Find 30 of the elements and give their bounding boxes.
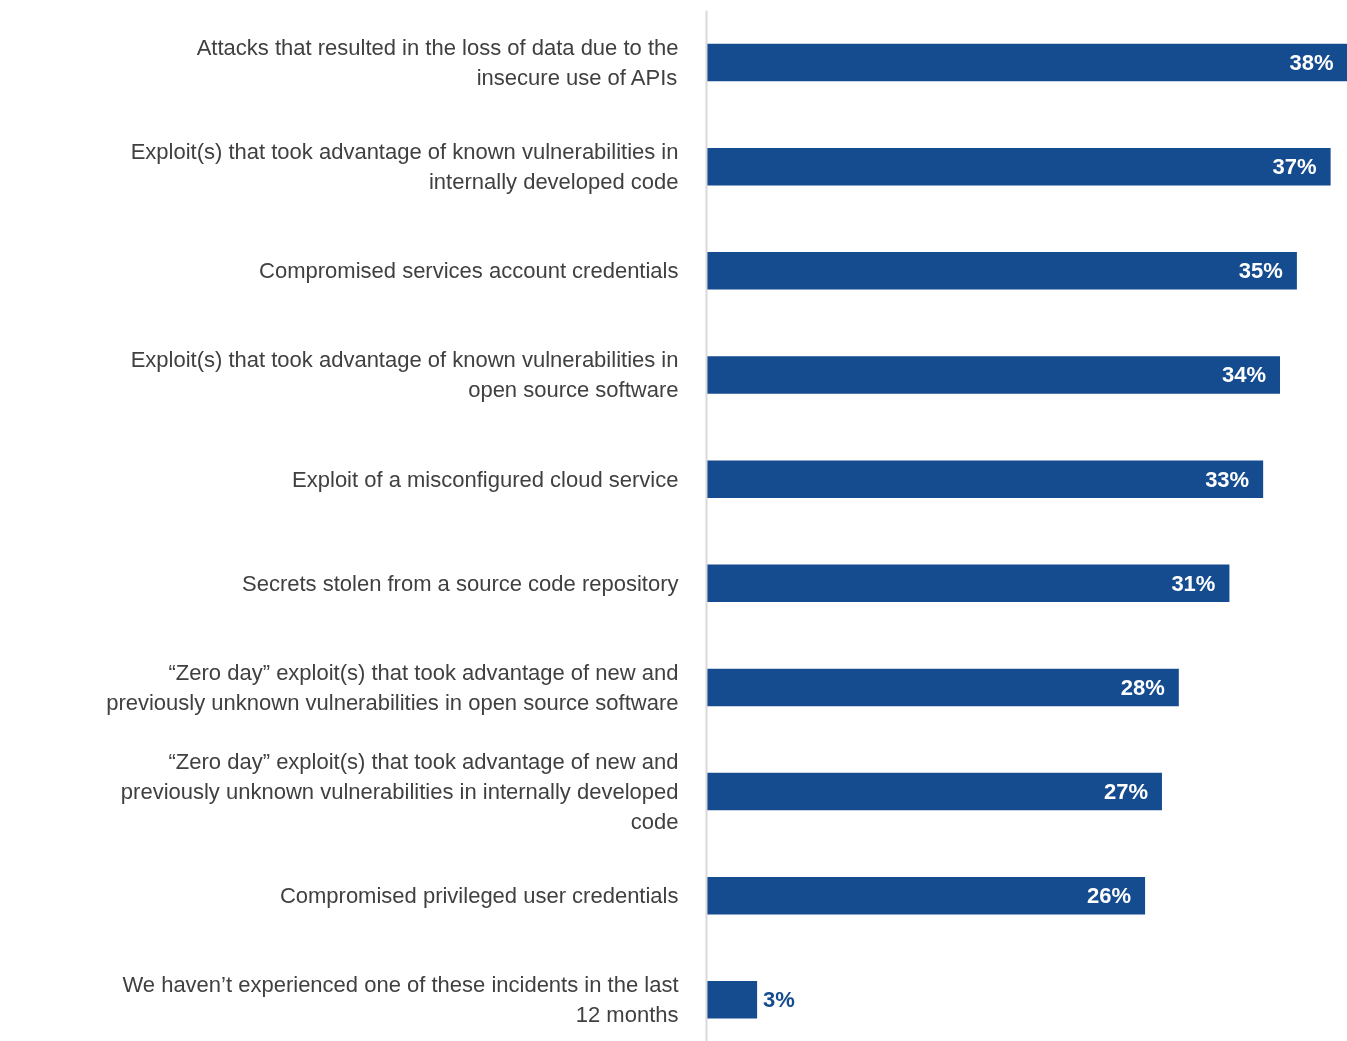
data-label: 27% [1103, 779, 1148, 805]
bar [706, 668, 1179, 707]
data-label: 34% [1221, 362, 1267, 388]
y-tick-label: Compromised services account credentials [259, 258, 679, 284]
bar [706, 43, 1347, 82]
data-label: 28% [1120, 674, 1165, 700]
bar [706, 772, 1162, 811]
bar [706, 460, 1264, 498]
bar [706, 147, 1331, 186]
y-tick-label: Secrets stolen from a source code repository [241, 570, 679, 596]
data-label: 3% [763, 987, 795, 1013]
data-label: 38% [1289, 50, 1334, 76]
y-tick-label: We haven’t experienced one of these incidents in the last 12 months [122, 972, 679, 1028]
data-label: 37% [1272, 154, 1317, 180]
y-tick-label: Attacks that resulted in the loss of data due to the insecure use of APIs [196, 35, 679, 91]
y-tick-label: “Zero day” exploit(s) that took advantage of new and previously unknown vulnerabilities in open source software [106, 659, 679, 715]
y-tick-label: Exploit of a misconfigured cloud service [292, 466, 679, 492]
bar [706, 252, 1297, 290]
y-tick-label: Compromised privileged user credentials [279, 883, 679, 909]
data-label: 26% [1087, 883, 1132, 909]
bar [706, 981, 758, 1019]
data-label: 35% [1238, 258, 1283, 284]
y-tick-label: Exploit(s) that took advantage of known vulnerabilities in internally developed code [130, 139, 679, 195]
data-label: 31% [1171, 570, 1216, 596]
bar [706, 356, 1281, 394]
y-tick-label: “Zero day” exploit(s) that took advantage of new and previously unknown vulnerabilities in internally developed code [120, 749, 679, 835]
bar [706, 876, 1146, 915]
bar [706, 564, 1230, 603]
y-tick-label: Exploit(s) that took advantage of known vulnerabilities in open source software [130, 347, 679, 403]
data-label: 33% [1205, 466, 1250, 492]
